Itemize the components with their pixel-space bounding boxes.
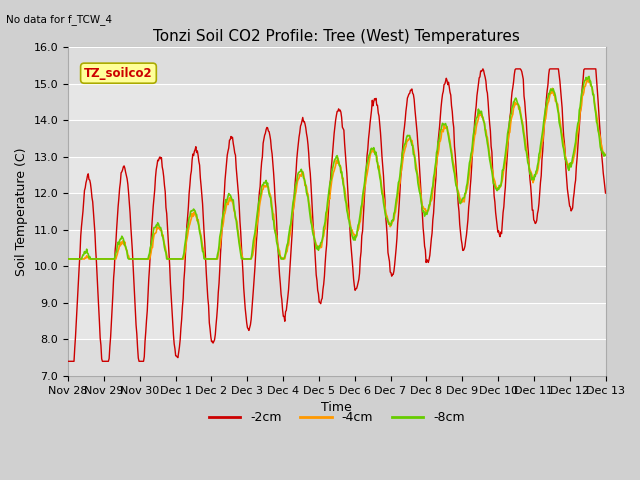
Legend: -2cm, -4cm, -8cm: -2cm, -4cm, -8cm — [204, 406, 470, 429]
Bar — [68, 120, 605, 156]
Bar — [68, 339, 605, 376]
Title: Tonzi Soil CO2 Profile: Tree (West) Temperatures: Tonzi Soil CO2 Profile: Tree (West) Temp… — [154, 29, 520, 44]
X-axis label: Time: Time — [321, 401, 352, 414]
Text: TZ_soilco2: TZ_soilco2 — [84, 67, 153, 80]
Bar — [68, 266, 605, 303]
Text: No data for f_TCW_4: No data for f_TCW_4 — [6, 14, 113, 25]
Bar — [68, 47, 605, 84]
Bar — [68, 193, 605, 230]
Y-axis label: Soil Temperature (C): Soil Temperature (C) — [15, 147, 28, 276]
